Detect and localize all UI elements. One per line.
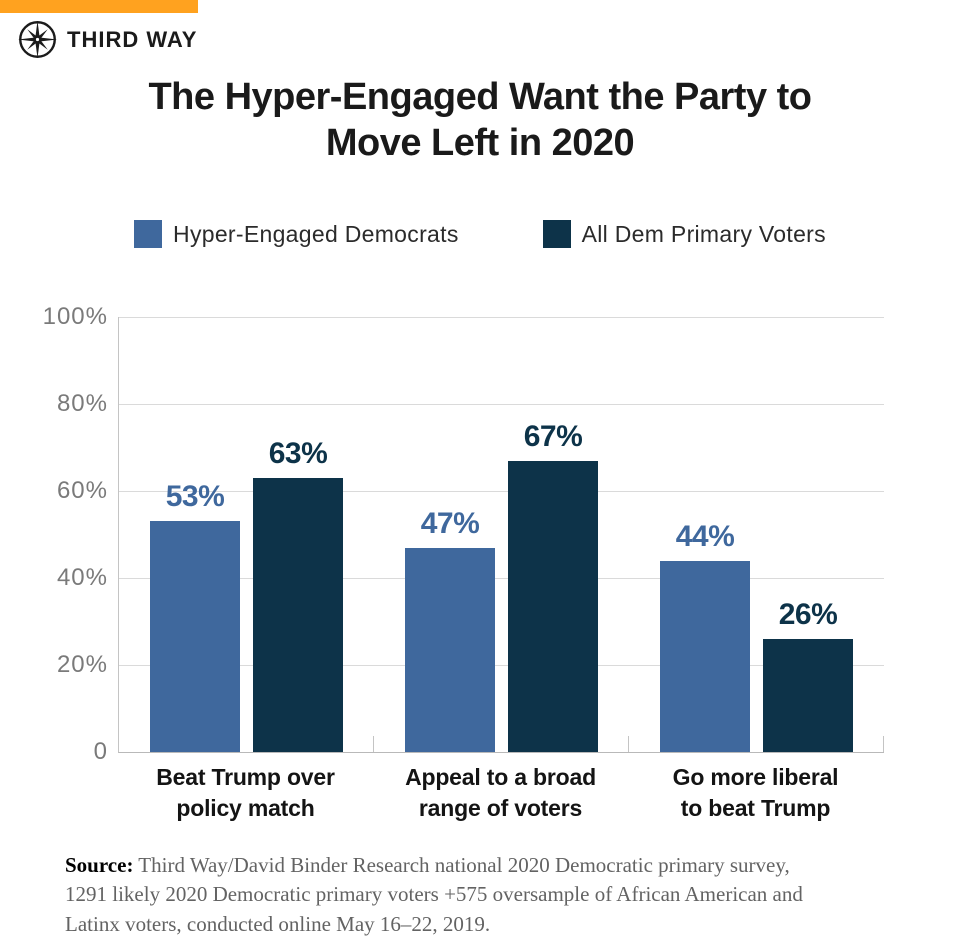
y-axis-label: 40% — [56, 564, 108, 591]
category-label: Appeal to a broad range of voters — [405, 764, 596, 822]
category-label: Beat Trump over policy match — [156, 764, 335, 822]
gridline — [119, 577, 884, 579]
y-axis-label: 100% — [42, 303, 108, 330]
bar-value-label: 53% — [165, 480, 225, 514]
plot-area: 53% 47% 44% 63% 67% 26% — [118, 316, 884, 753]
y-axis-label: 20% — [56, 651, 108, 678]
source-label: Source: — [65, 853, 134, 877]
gridline — [119, 664, 884, 666]
legend-item-hyper-engaged: Hyper-Engaged Democrats — [134, 220, 459, 248]
axis-tick — [628, 736, 629, 752]
bar-value-label: 44% — [675, 519, 735, 553]
source-text: Third Way/David Binder Research national… — [65, 853, 803, 936]
gridline — [119, 490, 884, 492]
accent-bar — [0, 0, 198, 13]
bar — [763, 638, 853, 752]
category-label: Go more liberal to beat Trump — [672, 764, 839, 822]
axis-tick — [883, 736, 884, 752]
source-note: Source: Third Way/David Binder Research … — [65, 851, 913, 939]
bar — [508, 460, 598, 752]
bar — [150, 521, 240, 752]
gridline — [119, 316, 884, 318]
legend-swatch-hyper-engaged — [134, 220, 163, 248]
bar — [253, 477, 343, 752]
legend-swatch-all-dem — [542, 220, 571, 248]
bar — [405, 547, 495, 752]
legend-label-all-dem: All Dem Primary Voters — [581, 220, 826, 247]
legend-item-all-dem: All Dem Primary Voters — [542, 220, 826, 248]
legend-label-hyper-engaged: Hyper-Engaged Democrats — [173, 220, 459, 247]
y-axis-label: 80% — [56, 390, 108, 417]
bar-value-label: 63% — [268, 436, 328, 470]
y-axis-labels: 0 20% 40% 60% 80% 100% — [30, 303, 108, 765]
compass-star-icon — [17, 20, 58, 59]
bar-value-label: 26% — [778, 597, 838, 631]
bar-value-label: 47% — [420, 506, 480, 540]
axis-tick — [373, 736, 374, 752]
bar-value-label: 67% — [523, 419, 583, 453]
logo-text: THIRD WAY — [67, 26, 198, 52]
bar — [660, 560, 750, 752]
legend: Hyper-Engaged Democrats All Dem Primary … — [0, 220, 960, 248]
third-way-logo: THIRD WAY — [17, 19, 197, 60]
gridline — [119, 403, 884, 405]
y-axis-label: 60% — [56, 477, 108, 504]
page-title: The Hyper-Engaged Want the Party to Move… — [148, 76, 812, 165]
y-axis-label: 0 — [93, 738, 108, 765]
